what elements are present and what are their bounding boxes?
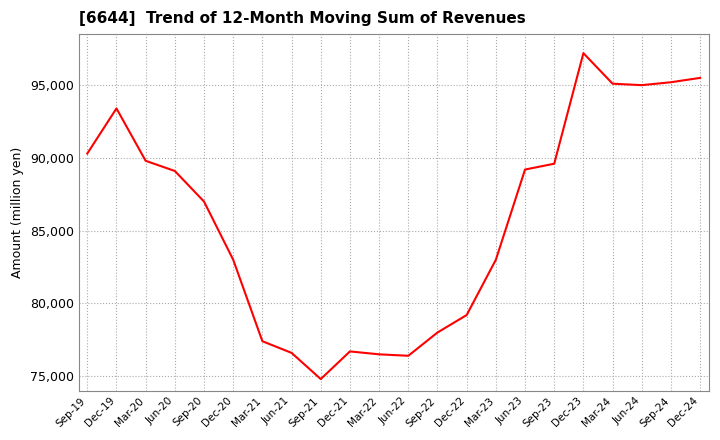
Text: [6644]  Trend of 12-Month Moving Sum of Revenues: [6644] Trend of 12-Month Moving Sum of R…: [78, 11, 526, 26]
Y-axis label: Amount (million yen): Amount (million yen): [11, 147, 24, 278]
